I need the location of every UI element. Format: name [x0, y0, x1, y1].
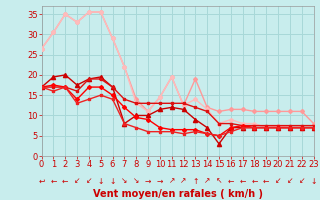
Text: ↙: ↙ [275, 176, 281, 186]
Text: ↗: ↗ [204, 176, 210, 186]
Text: ←: ← [239, 176, 246, 186]
Text: ↘: ↘ [121, 176, 128, 186]
Text: ↓: ↓ [98, 176, 104, 186]
Text: ←: ← [62, 176, 68, 186]
Text: ←: ← [50, 176, 57, 186]
Text: ↖: ↖ [216, 176, 222, 186]
Text: ←: ← [263, 176, 269, 186]
Text: ↙: ↙ [287, 176, 293, 186]
Text: ↑: ↑ [192, 176, 198, 186]
Text: ↙: ↙ [74, 176, 80, 186]
Text: →: → [157, 176, 163, 186]
Text: ←: ← [228, 176, 234, 186]
Text: ↙: ↙ [299, 176, 305, 186]
Text: ↓: ↓ [310, 176, 317, 186]
X-axis label: Vent moyen/en rafales ( km/h ): Vent moyen/en rafales ( km/h ) [92, 189, 263, 199]
Text: ←: ← [251, 176, 258, 186]
Text: →: → [145, 176, 151, 186]
Text: ↘: ↘ [133, 176, 140, 186]
Text: ↙: ↙ [86, 176, 92, 186]
Text: ↗: ↗ [169, 176, 175, 186]
Text: ↓: ↓ [109, 176, 116, 186]
Text: ↗: ↗ [180, 176, 187, 186]
Text: ↩: ↩ [38, 176, 45, 186]
